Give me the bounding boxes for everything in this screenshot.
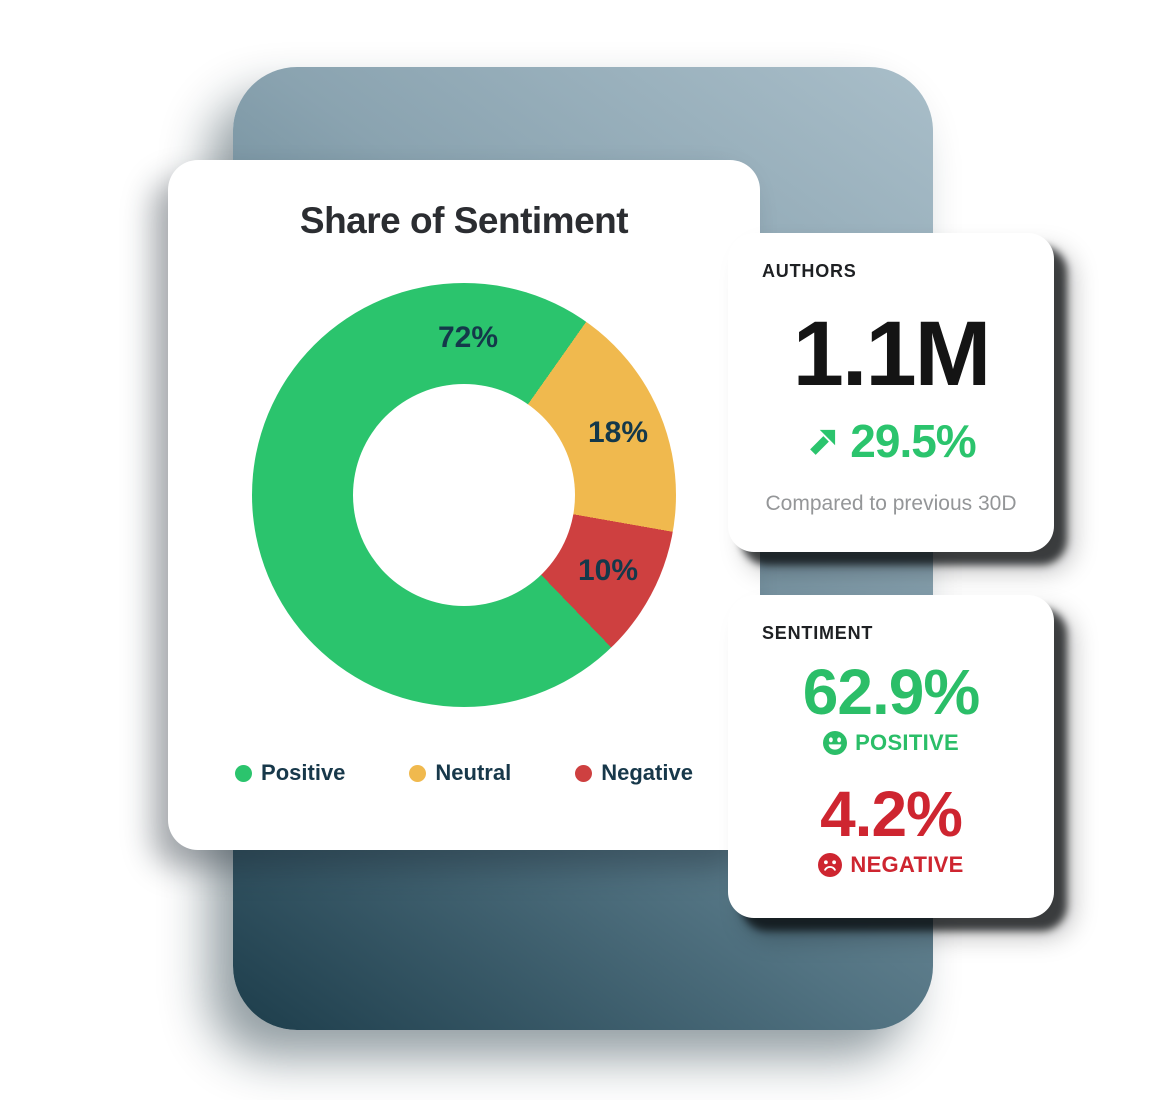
- legend-item-neutral: Neutral: [409, 760, 511, 786]
- legend-label: Negative: [601, 760, 693, 785]
- frown-face-icon: [818, 853, 843, 877]
- negative-sentiment-value: 4.2%: [820, 778, 963, 850]
- legend-label: Positive: [261, 760, 346, 785]
- trend-up-arrow-icon: [810, 429, 836, 455]
- sentiment-card-label: SENTIMENT: [762, 623, 874, 643]
- positive-sentiment-row: POSITIVE: [762, 730, 1020, 756]
- sentiment-card: SENTIMENT 62.9% POSITIVE 4.2% NEGATIVE: [728, 595, 1054, 918]
- legend-item-negative: Negative: [575, 760, 693, 786]
- negative-sentiment-row: NEGATIVE: [762, 852, 1020, 878]
- authors-delta: 29.5%: [762, 414, 1020, 468]
- legend-item-positive: Positive: [235, 760, 345, 786]
- authors-card-label: AUTHORS: [762, 261, 857, 281]
- positive-sentiment-label: POSITIVE: [855, 730, 959, 755]
- chart-legend: Positive Neutral Negative: [168, 760, 760, 786]
- legend-label: Neutral: [435, 760, 512, 785]
- neutral-dot-icon: [409, 764, 427, 782]
- authors-card: AUTHORS 1.1M 29.5% Compared to previous …: [728, 233, 1054, 552]
- slice-label-negative: 10%: [577, 554, 639, 587]
- donut-chart: 72% 18% 10%: [252, 283, 676, 707]
- share-of-sentiment-card: Share of Sentiment 72% 18% 10% Positive …: [168, 160, 760, 850]
- positive-sentiment-value: 62.9%: [802, 656, 980, 728]
- negative-dot-icon: [575, 764, 593, 782]
- chart-title: Share of Sentiment: [299, 200, 629, 241]
- positive-dot-icon: [235, 764, 253, 782]
- authors-count: 1.1M: [792, 303, 992, 405]
- authors-delta-value: 29.5%: [850, 415, 976, 467]
- slice-label-positive: 72%: [437, 321, 499, 354]
- slice-label-neutral: 18%: [587, 416, 649, 449]
- authors-caption: Compared to previous 30D: [765, 492, 1017, 515]
- negative-sentiment-label: NEGATIVE: [850, 852, 964, 877]
- donut-hole: [353, 384, 575, 606]
- smiley-face-icon: [823, 731, 848, 755]
